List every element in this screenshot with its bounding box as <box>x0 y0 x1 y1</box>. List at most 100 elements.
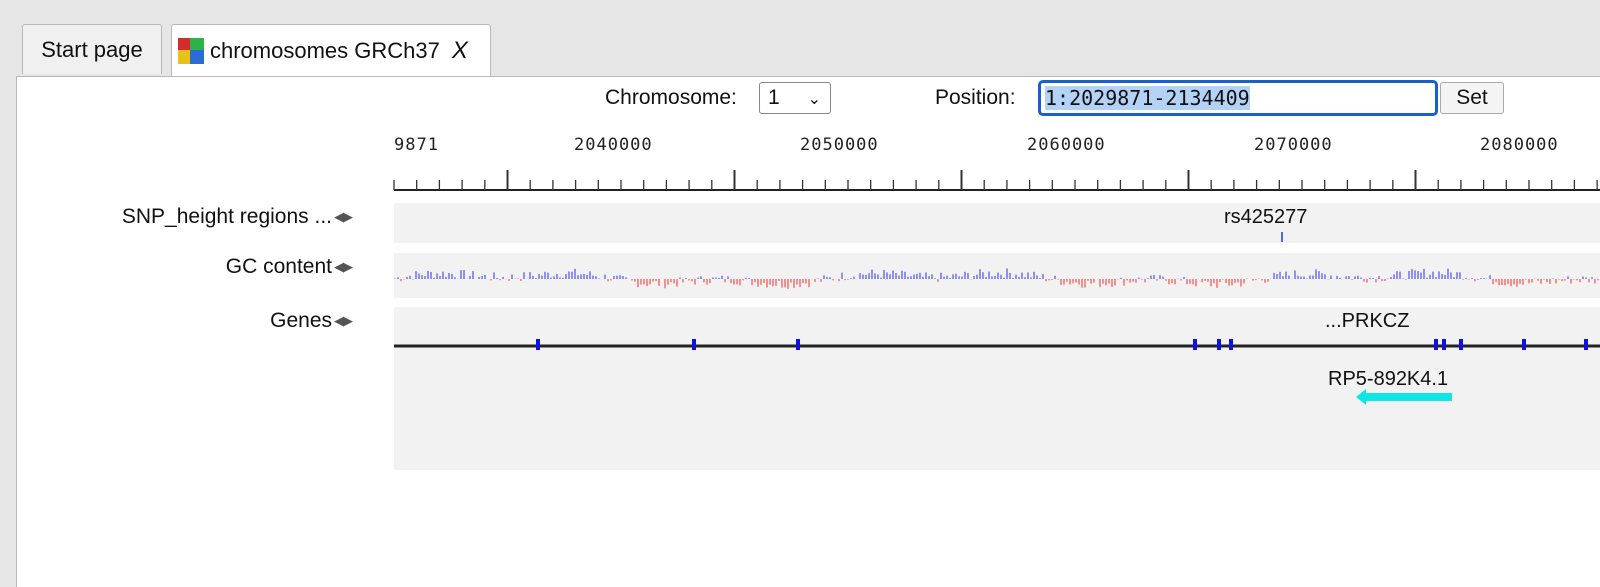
exon[interactable] <box>1442 339 1446 350</box>
exon[interactable] <box>1522 339 1526 350</box>
gc-bar <box>1576 279 1578 280</box>
gc-bar <box>415 271 417 279</box>
gc-bar <box>1513 279 1515 284</box>
gc-bar <box>673 279 675 283</box>
gc-bar <box>1408 271 1410 279</box>
gc-bar <box>1138 278 1140 279</box>
gc-bar <box>1153 275 1155 279</box>
gc-bar <box>973 276 975 279</box>
gc-bar <box>1366 279 1368 283</box>
gc-bar <box>1357 276 1359 279</box>
gc-bar <box>982 272 984 279</box>
gc-bar <box>772 279 774 286</box>
gc-bar <box>1411 269 1413 279</box>
exon[interactable] <box>1217 339 1221 350</box>
gc-bar <box>1507 279 1509 284</box>
gc-bar <box>1348 276 1350 279</box>
gc-bar <box>493 272 495 279</box>
gc-bar <box>976 275 978 279</box>
gc-bar <box>781 279 783 288</box>
gc-bar <box>985 277 987 279</box>
gene-feature-rp5[interactable] <box>1356 389 1452 405</box>
gc-bar <box>1498 279 1500 285</box>
gc-bar <box>928 276 930 279</box>
gc-bar <box>1390 277 1392 279</box>
gc-bar <box>1528 279 1530 283</box>
exon[interactable] <box>1229 339 1233 350</box>
gc-bar <box>1567 276 1569 279</box>
left-right-arrows-icon[interactable]: ◀▶ <box>334 209 352 225</box>
gc-bar <box>508 279 510 281</box>
exon[interactable] <box>692 339 696 350</box>
exon[interactable] <box>796 339 800 350</box>
gc-bar <box>1339 278 1341 279</box>
gc-bar <box>688 279 690 280</box>
genome-browser-icon <box>178 38 204 64</box>
gc-bar <box>409 276 411 279</box>
snp-track[interactable] <box>394 203 1600 243</box>
gc-bar <box>670 279 672 282</box>
gc-bar <box>1171 279 1173 283</box>
snp-marker[interactable] <box>1281 232 1283 242</box>
gc-bar <box>1111 279 1113 287</box>
gc-bar <box>460 270 462 279</box>
gene-label-rp5: RP5-892K4.1 <box>1328 368 1448 391</box>
gc-bar <box>634 279 636 282</box>
gc-bar <box>511 275 513 279</box>
gc-bar <box>1135 279 1137 283</box>
exon[interactable] <box>1434 339 1438 350</box>
exon[interactable] <box>536 339 540 350</box>
gc-bar <box>1030 277 1032 279</box>
gc-bar <box>1078 279 1080 285</box>
gc-bar <box>814 279 816 282</box>
exon[interactable] <box>1193 339 1197 350</box>
gc-bar <box>1150 276 1152 279</box>
left-right-arrows-icon[interactable]: ◀▶ <box>334 259 352 275</box>
gc-bar <box>1159 275 1161 279</box>
gc-bar <box>949 278 951 279</box>
gc-bar <box>1501 279 1503 285</box>
gc-bar <box>550 278 552 279</box>
exon[interactable] <box>1584 339 1588 350</box>
gc-bar <box>565 274 567 279</box>
gc-bar <box>1204 279 1206 281</box>
exon[interactable] <box>1459 339 1463 350</box>
gc-bar <box>940 273 942 279</box>
gc-bar <box>616 276 618 279</box>
gc-bar <box>1330 276 1332 279</box>
gc-bar <box>964 272 966 279</box>
gc-bar <box>583 274 585 279</box>
gc-bar <box>646 279 648 286</box>
gc-bar <box>448 273 450 279</box>
gc-bar <box>1531 279 1533 283</box>
gc-bar <box>1216 279 1218 288</box>
gc-bar <box>895 273 897 279</box>
gc-bar <box>820 279 822 282</box>
gc-bar <box>1231 279 1233 285</box>
gc-bar <box>538 274 540 279</box>
gc-bar <box>1471 278 1473 279</box>
gc-bar <box>1294 270 1296 279</box>
gc-bar <box>1351 279 1353 280</box>
close-tab-icon[interactable]: X <box>452 37 468 65</box>
gc-bar <box>1585 277 1587 279</box>
gc-bar <box>919 273 921 279</box>
gc-bar <box>1192 279 1194 284</box>
gc-bar <box>961 277 963 279</box>
gc-bar <box>1201 279 1203 282</box>
gc-bar <box>790 279 792 283</box>
gc-bar <box>1051 279 1053 280</box>
gc-bar <box>715 278 717 279</box>
gc-bar <box>829 277 831 279</box>
gc-bar <box>1588 279 1590 282</box>
gc-bar <box>1288 276 1290 279</box>
gc-bar <box>727 276 729 279</box>
gc-bar <box>658 279 660 286</box>
gc-bar <box>586 275 588 279</box>
tab-chromosomes[interactable]: chromosomes GRCh37 X <box>171 24 491 76</box>
left-right-arrows-icon[interactable]: ◀▶ <box>334 313 352 329</box>
gc-bar <box>877 274 879 279</box>
gc-bar <box>1414 270 1416 279</box>
gc-bar <box>1537 279 1539 281</box>
gc-bar <box>733 279 735 285</box>
